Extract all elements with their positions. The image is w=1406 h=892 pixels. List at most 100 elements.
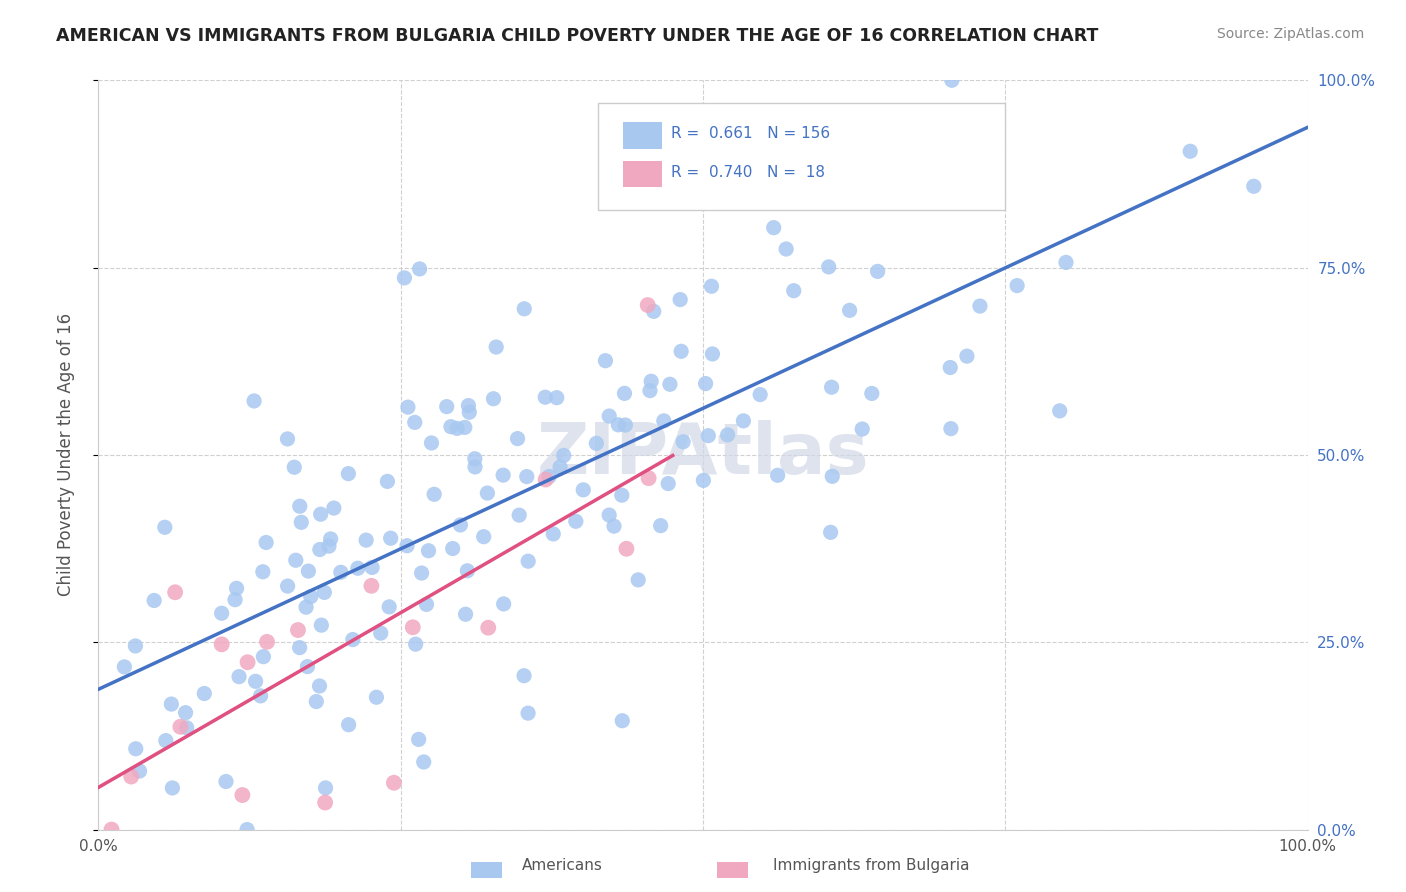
Point [176,721,198,735]
Point [613,386,636,401]
Point [458,405,481,419]
Point [143,593,166,607]
Point [236,822,259,837]
Point [337,467,360,481]
Point [492,597,515,611]
Point [299,590,322,604]
Point [658,377,681,392]
Point [614,417,637,432]
Point [695,376,717,391]
Point [492,468,515,483]
Point [820,525,842,540]
Point [643,304,665,318]
Point [318,539,340,553]
Point [174,706,197,720]
Point [404,416,426,430]
Point [607,417,630,432]
Point [120,770,142,784]
Text: Americans: Americans [522,858,603,872]
Point [538,469,561,483]
Point [457,399,479,413]
Point [314,796,336,810]
Point [716,428,738,442]
Point [224,592,246,607]
Point [322,501,344,516]
Point [329,566,352,580]
Point [287,623,309,637]
Point [585,436,607,450]
Point [402,620,425,634]
Point [860,386,883,401]
Point [284,553,307,567]
Point [1243,179,1265,194]
Point [485,340,508,354]
Point [311,618,333,632]
Point [517,706,540,720]
Point [508,508,530,523]
Point [276,432,298,446]
Point [627,573,650,587]
Point [516,469,538,483]
Point [652,414,675,428]
Point [124,639,146,653]
Point [449,518,471,533]
Point [640,374,662,388]
Point [446,421,468,435]
Point [380,531,402,545]
Point [308,542,330,557]
Point [472,530,495,544]
Point [482,392,505,406]
Point [309,507,332,521]
Point [305,694,328,708]
Point [337,717,360,731]
Point [245,674,267,689]
Point [297,564,319,578]
Point [441,541,464,556]
Point [290,516,312,530]
Point [572,483,595,497]
Point [396,400,419,414]
Point [297,659,319,673]
Point [1049,404,1071,418]
Text: Immigrants from Bulgaria: Immigrants from Bulgaria [773,858,970,872]
Point [456,564,478,578]
Point [395,539,418,553]
Point [595,353,617,368]
Point [440,419,463,434]
Point [477,486,499,500]
Point [898,176,921,190]
Point [610,488,633,502]
Point [1005,278,1028,293]
Point [236,655,259,669]
Point [346,561,368,575]
Point [766,468,789,483]
Point [598,409,620,423]
Point [418,543,440,558]
Point [669,344,692,359]
Point [697,428,720,442]
Point [506,432,529,446]
Point [412,755,434,769]
Text: ZIPAtlas: ZIPAtlas [537,420,869,490]
Point [700,279,723,293]
Point [370,626,392,640]
Point [513,669,536,683]
Point [612,714,634,728]
Point [702,347,724,361]
Point [314,585,336,599]
Point [775,242,797,256]
Point [378,599,401,614]
Point [749,387,772,401]
Point [820,380,842,394]
Point [256,635,278,649]
Point [436,400,458,414]
Point [548,460,571,475]
Point [231,788,253,802]
Point [652,161,675,176]
Point [155,733,177,747]
Point [165,585,187,599]
Point [100,822,122,837]
Point [420,436,443,450]
Point [254,535,277,549]
Point [411,566,433,580]
